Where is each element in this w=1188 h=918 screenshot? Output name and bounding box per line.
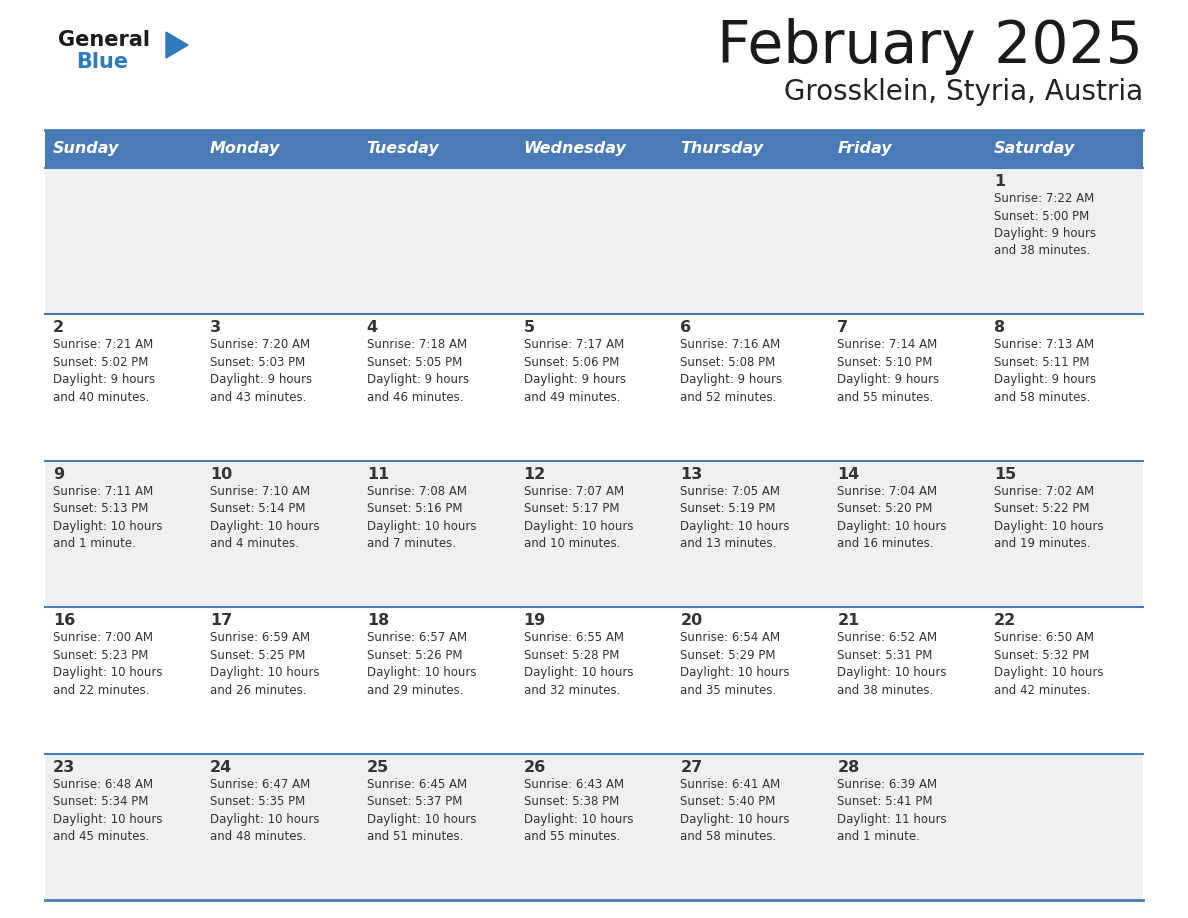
Text: 20: 20	[681, 613, 702, 628]
Bar	[45, 314, 1143, 461]
Text: Sunrise: 7:05 AM
Sunset: 5:19 PM
Daylight: 10 hours
and 13 minutes.: Sunrise: 7:05 AM Sunset: 5:19 PM Dayligh…	[681, 485, 790, 550]
Text: Sunrise: 7:20 AM
Sunset: 5:03 PM
Daylight: 9 hours
and 43 minutes.: Sunrise: 7:20 AM Sunset: 5:03 PM Dayligh…	[210, 339, 312, 404]
Text: 4: 4	[367, 320, 378, 335]
Text: Sunrise: 7:07 AM
Sunset: 5:17 PM
Daylight: 10 hours
and 10 minutes.: Sunrise: 7:07 AM Sunset: 5:17 PM Dayligh…	[524, 485, 633, 550]
Bar	[986, 130, 1143, 168]
Bar	[672, 130, 829, 168]
Text: Sunrise: 7:18 AM
Sunset: 5:05 PM
Daylight: 9 hours
and 46 minutes.: Sunrise: 7:18 AM Sunset: 5:05 PM Dayligh…	[367, 339, 469, 404]
Polygon shape	[166, 32, 188, 58]
Text: Wednesday: Wednesday	[524, 141, 626, 156]
Text: 19: 19	[524, 613, 545, 628]
Text: 7: 7	[838, 320, 848, 335]
Text: Tuesday: Tuesday	[367, 141, 440, 156]
Text: 11: 11	[367, 466, 388, 482]
Text: Friday: Friday	[838, 141, 892, 156]
Bar	[45, 461, 1143, 607]
Bar	[202, 130, 359, 168]
Text: 10: 10	[210, 466, 232, 482]
Text: Sunrise: 7:14 AM
Sunset: 5:10 PM
Daylight: 9 hours
and 55 minutes.: Sunrise: 7:14 AM Sunset: 5:10 PM Dayligh…	[838, 339, 940, 404]
Text: 2: 2	[53, 320, 64, 335]
Text: 5: 5	[524, 320, 535, 335]
Text: 3: 3	[210, 320, 221, 335]
Text: 1: 1	[994, 174, 1005, 189]
Text: Sunrise: 7:21 AM
Sunset: 5:02 PM
Daylight: 9 hours
and 40 minutes.: Sunrise: 7:21 AM Sunset: 5:02 PM Dayligh…	[53, 339, 156, 404]
Text: Sunrise: 6:55 AM
Sunset: 5:28 PM
Daylight: 10 hours
and 32 minutes.: Sunrise: 6:55 AM Sunset: 5:28 PM Dayligh…	[524, 632, 633, 697]
Text: 21: 21	[838, 613, 860, 628]
Text: 22: 22	[994, 613, 1017, 628]
Text: 23: 23	[53, 759, 75, 775]
Text: Sunrise: 6:48 AM
Sunset: 5:34 PM
Daylight: 10 hours
and 45 minutes.: Sunrise: 6:48 AM Sunset: 5:34 PM Dayligh…	[53, 778, 163, 843]
Text: 25: 25	[367, 759, 388, 775]
Text: Monday: Monday	[210, 141, 280, 156]
Text: Sunrise: 6:41 AM
Sunset: 5:40 PM
Daylight: 10 hours
and 58 minutes.: Sunrise: 6:41 AM Sunset: 5:40 PM Dayligh…	[681, 778, 790, 843]
Text: Grossklein, Styria, Austria: Grossklein, Styria, Austria	[784, 78, 1143, 106]
Text: 12: 12	[524, 466, 545, 482]
Text: Sunrise: 7:04 AM
Sunset: 5:20 PM
Daylight: 10 hours
and 16 minutes.: Sunrise: 7:04 AM Sunset: 5:20 PM Dayligh…	[838, 485, 947, 550]
Text: 27: 27	[681, 759, 702, 775]
Bar	[45, 607, 1143, 754]
Text: Sunrise: 6:39 AM
Sunset: 5:41 PM
Daylight: 11 hours
and 1 minute.: Sunrise: 6:39 AM Sunset: 5:41 PM Dayligh…	[838, 778, 947, 843]
Text: 16: 16	[53, 613, 75, 628]
Text: Sunrise: 6:57 AM
Sunset: 5:26 PM
Daylight: 10 hours
and 29 minutes.: Sunrise: 6:57 AM Sunset: 5:26 PM Dayligh…	[367, 632, 476, 697]
Text: 18: 18	[367, 613, 388, 628]
Text: Sunrise: 6:52 AM
Sunset: 5:31 PM
Daylight: 10 hours
and 38 minutes.: Sunrise: 6:52 AM Sunset: 5:31 PM Dayligh…	[838, 632, 947, 697]
Bar	[829, 130, 986, 168]
Text: Sunrise: 6:54 AM
Sunset: 5:29 PM
Daylight: 10 hours
and 35 minutes.: Sunrise: 6:54 AM Sunset: 5:29 PM Dayligh…	[681, 632, 790, 697]
Text: 6: 6	[681, 320, 691, 335]
Text: Sunday: Sunday	[53, 141, 119, 156]
Bar	[45, 754, 1143, 900]
Text: 15: 15	[994, 466, 1017, 482]
Text: 24: 24	[210, 759, 232, 775]
Bar	[516, 130, 672, 168]
Text: 26: 26	[524, 759, 545, 775]
Text: Sunrise: 6:43 AM
Sunset: 5:38 PM
Daylight: 10 hours
and 55 minutes.: Sunrise: 6:43 AM Sunset: 5:38 PM Dayligh…	[524, 778, 633, 843]
Text: Sunrise: 7:16 AM
Sunset: 5:08 PM
Daylight: 9 hours
and 52 minutes.: Sunrise: 7:16 AM Sunset: 5:08 PM Dayligh…	[681, 339, 783, 404]
Text: Sunrise: 7:08 AM
Sunset: 5:16 PM
Daylight: 10 hours
and 7 minutes.: Sunrise: 7:08 AM Sunset: 5:16 PM Dayligh…	[367, 485, 476, 550]
Text: Sunrise: 7:17 AM
Sunset: 5:06 PM
Daylight: 9 hours
and 49 minutes.: Sunrise: 7:17 AM Sunset: 5:06 PM Dayligh…	[524, 339, 626, 404]
Text: 8: 8	[994, 320, 1005, 335]
Text: Sunrise: 6:50 AM
Sunset: 5:32 PM
Daylight: 10 hours
and 42 minutes.: Sunrise: 6:50 AM Sunset: 5:32 PM Dayligh…	[994, 632, 1104, 697]
Text: 9: 9	[53, 466, 64, 482]
Bar	[359, 130, 516, 168]
Text: Sunrise: 6:47 AM
Sunset: 5:35 PM
Daylight: 10 hours
and 48 minutes.: Sunrise: 6:47 AM Sunset: 5:35 PM Dayligh…	[210, 778, 320, 843]
Text: February 2025: February 2025	[718, 18, 1143, 75]
Text: Thursday: Thursday	[681, 141, 764, 156]
Text: Blue: Blue	[76, 52, 128, 72]
Text: 14: 14	[838, 466, 860, 482]
Bar	[45, 130, 202, 168]
Text: Sunrise: 7:00 AM
Sunset: 5:23 PM
Daylight: 10 hours
and 22 minutes.: Sunrise: 7:00 AM Sunset: 5:23 PM Dayligh…	[53, 632, 163, 697]
Text: 17: 17	[210, 613, 232, 628]
Text: 13: 13	[681, 466, 702, 482]
Text: Sunrise: 7:13 AM
Sunset: 5:11 PM
Daylight: 9 hours
and 58 minutes.: Sunrise: 7:13 AM Sunset: 5:11 PM Dayligh…	[994, 339, 1097, 404]
Text: Sunrise: 7:10 AM
Sunset: 5:14 PM
Daylight: 10 hours
and 4 minutes.: Sunrise: 7:10 AM Sunset: 5:14 PM Dayligh…	[210, 485, 320, 550]
Bar	[45, 168, 1143, 314]
Text: Sunrise: 6:59 AM
Sunset: 5:25 PM
Daylight: 10 hours
and 26 minutes.: Sunrise: 6:59 AM Sunset: 5:25 PM Dayligh…	[210, 632, 320, 697]
Text: Sunrise: 7:11 AM
Sunset: 5:13 PM
Daylight: 10 hours
and 1 minute.: Sunrise: 7:11 AM Sunset: 5:13 PM Dayligh…	[53, 485, 163, 550]
Text: 28: 28	[838, 759, 860, 775]
Text: Saturday: Saturday	[994, 141, 1075, 156]
Text: General: General	[58, 30, 150, 50]
Text: Sunrise: 6:45 AM
Sunset: 5:37 PM
Daylight: 10 hours
and 51 minutes.: Sunrise: 6:45 AM Sunset: 5:37 PM Dayligh…	[367, 778, 476, 843]
Text: Sunrise: 7:02 AM
Sunset: 5:22 PM
Daylight: 10 hours
and 19 minutes.: Sunrise: 7:02 AM Sunset: 5:22 PM Dayligh…	[994, 485, 1104, 550]
Text: Sunrise: 7:22 AM
Sunset: 5:00 PM
Daylight: 9 hours
and 38 minutes.: Sunrise: 7:22 AM Sunset: 5:00 PM Dayligh…	[994, 192, 1097, 258]
